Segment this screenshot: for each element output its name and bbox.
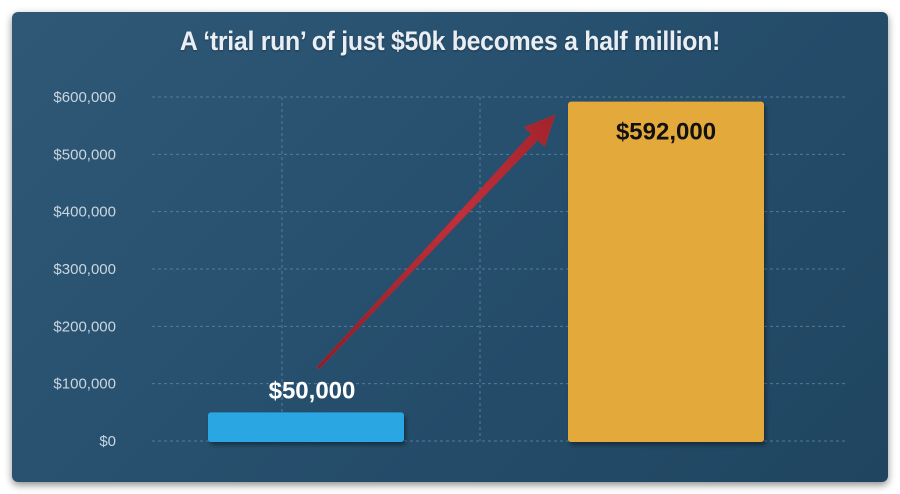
y-tick-label: $600,000 (53, 89, 116, 106)
arrow-shape (316, 114, 556, 370)
data-label-initial: $50,000 (269, 377, 356, 404)
y-tick-label: $0 (99, 433, 116, 450)
bar-initial (208, 412, 404, 442)
data-label-final: $592,000 (616, 119, 716, 146)
growth-arrow (316, 114, 556, 370)
data-labels: $50,000 $592,000 (269, 119, 716, 405)
chart-plot: $0 $100,000 $200,000 $300,000 $400,000 $500,0… (53, 89, 848, 450)
y-tick-label: $200,000 (53, 318, 116, 335)
y-tick-label: $300,000 (53, 261, 116, 278)
bars (208, 101, 764, 442)
y-tick-label: $500,000 (53, 146, 116, 163)
bar-final (568, 101, 764, 442)
chart-title: A ‘trial run’ of just $50k becomes a hal… (179, 26, 721, 56)
y-axis-tick-labels: $0 $100,000 $200,000 $300,000 $400,000 $500,0… (53, 89, 116, 450)
y-tick-label: $100,000 (53, 376, 116, 393)
y-tick-label: $400,000 (53, 204, 116, 221)
chart-panel: A ‘trial run’ of just $50k becomes a hal… (12, 12, 888, 482)
